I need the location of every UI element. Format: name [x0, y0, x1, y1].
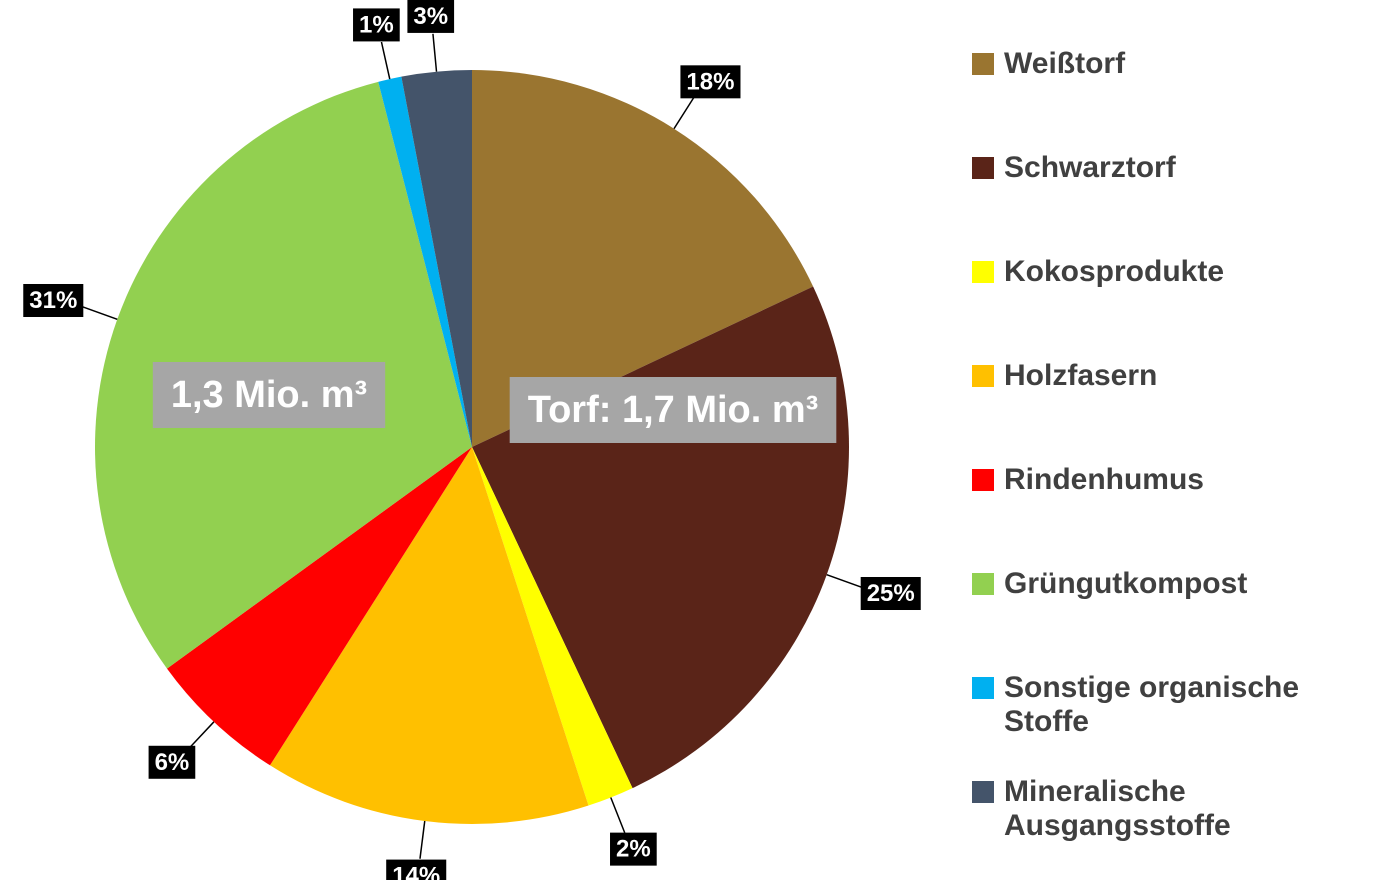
- data-label: 3%: [413, 3, 448, 30]
- data-label: 31%: [29, 287, 77, 314]
- legend-swatch: [972, 573, 994, 595]
- legend-item: Weißtorf: [972, 47, 1382, 81]
- pie-slice: [167, 447, 472, 766]
- legend-label: Kokosprodukte: [1004, 255, 1225, 288]
- data-label-box: [386, 859, 447, 880]
- legend-swatch: [972, 677, 994, 699]
- legend-label: Grüngutkompost: [1004, 567, 1248, 600]
- data-label-box: [407, 0, 455, 33]
- legend-item: Schwarztorf: [972, 151, 1382, 185]
- chart: 18% 25% 2% 14% 6% 31% 1% 3% Torf: 1,7 Mio. m³ 1…: [23, 0, 921, 880]
- legend-item: Sonstige organische Stoffe: [972, 671, 1382, 739]
- pie-slice: [378, 76, 472, 447]
- pie-slice: [472, 70, 814, 447]
- data-label-box: [353, 8, 400, 42]
- legend-swatch: [972, 781, 994, 803]
- legend-swatch: [972, 469, 994, 491]
- data-label: 14%: [392, 863, 440, 880]
- legend-label: Weißtorf: [1004, 47, 1126, 80]
- data-label: 1%: [359, 11, 394, 38]
- annotation: Torf: 1,7 Mio. m³: [528, 389, 819, 431]
- data-label: 25%: [867, 580, 915, 607]
- legend-item: Grüngutkompost: [972, 567, 1382, 601]
- pie-slice: [401, 70, 472, 447]
- legend-label: Holzfasern: [1004, 359, 1158, 392]
- data-label: 2%: [616, 836, 651, 863]
- legend-item: Rindenhumus: [972, 463, 1382, 497]
- legend-label: Rindenhumus: [1004, 463, 1204, 496]
- legend-item: Holzfasern: [972, 359, 1382, 393]
- data-label: 18%: [686, 68, 734, 95]
- legend-swatch: [972, 53, 994, 75]
- leader-line: [419, 820, 426, 859]
- data-label-box: [860, 577, 921, 611]
- data-label-box: [23, 283, 84, 317]
- leader-line: [826, 573, 863, 589]
- legend-swatch: [972, 157, 994, 179]
- legend-swatch: [972, 365, 994, 387]
- annotation-box: [509, 377, 837, 443]
- data-label-box: [148, 745, 196, 779]
- leader-line: [610, 797, 626, 834]
- data-label: 6%: [155, 749, 190, 776]
- legend-label: Schwarztorf: [1004, 151, 1176, 184]
- legend-item: Kokosprodukte: [972, 255, 1382, 289]
- data-label-box: [610, 832, 657, 866]
- data-label-box: [680, 65, 741, 99]
- legend-item: Mineralische Ausgangsstoffe: [972, 775, 1382, 843]
- leader-line: [380, 41, 391, 80]
- leader-line: [432, 33, 438, 72]
- leader-line: [187, 721, 215, 751]
- pie-slice: [472, 447, 633, 806]
- legend-swatch: [972, 261, 994, 283]
- leader-line: [81, 305, 118, 321]
- legend-label: Mineralische Ausgangsstoffe: [1004, 775, 1231, 842]
- leader-line: [673, 96, 696, 130]
- pie-slice: [269, 447, 589, 824]
- annotation-box: [152, 362, 386, 428]
- legend-label: Sonstige organische Stoffe: [1004, 671, 1300, 738]
- annotation: 1,3 Mio. m³: [171, 374, 367, 416]
